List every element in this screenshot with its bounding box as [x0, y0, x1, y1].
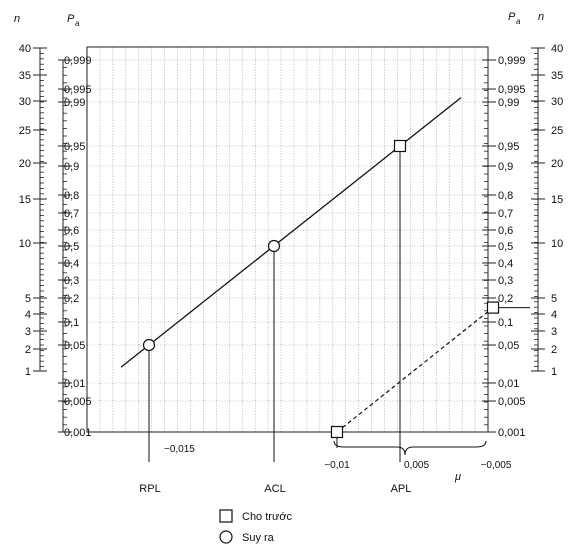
n-tick-label-left: 10	[19, 238, 31, 250]
legend-label: Cho trước	[242, 511, 293, 523]
marker-square	[393, 139, 407, 153]
limit-label-apl: APL	[391, 483, 412, 495]
n-tick-label-right: 20	[551, 158, 563, 170]
n-tick-label-right: 4	[551, 309, 557, 321]
legend-circle-icon	[219, 530, 233, 544]
marker-square	[330, 425, 344, 439]
n-tick-label-right: 3	[551, 326, 557, 338]
n-tick-label-left: 4	[25, 309, 31, 321]
pa-tick-label-right: 0,7	[498, 208, 513, 220]
n-tick-label-right: 40	[551, 43, 563, 55]
pa-tick-label-right: 0,95	[498, 141, 519, 153]
n-tick-label-left: 1	[25, 366, 31, 378]
n-tick-label-right: 25	[551, 125, 563, 137]
n-tick-label-left: 35	[19, 70, 31, 82]
pa-tick-label-right: 0,6	[498, 225, 513, 237]
axis-label-pa-right-subscript: a	[516, 17, 521, 26]
pa-tick-label-left: 0,05	[64, 340, 85, 352]
pa-tick-label-left: 0,5	[64, 241, 79, 253]
limit-label-acl: ACL	[264, 483, 285, 495]
pa-tick-label-left: 0,995	[64, 84, 92, 96]
pa-tick-label-right: 0,9	[498, 161, 513, 173]
x-tick-label: −0,005	[481, 460, 512, 471]
limit-label-rpl: RPL	[139, 483, 160, 495]
legend-label: Suy ra	[242, 532, 275, 544]
n-tick-label-left: 5	[25, 293, 31, 305]
legend-square-icon	[219, 509, 233, 523]
pa-tick-label-right: 0,005	[498, 396, 526, 408]
chart-markers	[142, 139, 500, 439]
marker-circle	[142, 338, 156, 352]
n-tick-label-left: 30	[19, 96, 31, 108]
pa-tick-label-left: 0,7	[64, 208, 79, 220]
pa-tick-label-right: 0,01	[498, 378, 519, 390]
n-tick-label-right: 5	[551, 293, 557, 305]
pa-tick-label-left: 0,6	[64, 225, 79, 237]
pa-tick-label-right: 0,3	[498, 275, 513, 287]
mu-range-brace	[333, 440, 487, 456]
n-tick-label-left: 2	[25, 344, 31, 356]
pa-tick-label-left: 0,1	[64, 317, 79, 329]
n-tick-label-right: 10	[551, 238, 563, 250]
chart-axes: 1234510152025303540n0,9990,9950,990,950,…	[14, 11, 563, 439]
pa-tick-label-left: 0,999	[64, 55, 92, 67]
pa-tick-label-right: 0,1	[498, 317, 513, 329]
axis-label-n-left: n	[14, 13, 20, 25]
pa-tick-label-right: 0,5	[498, 241, 513, 253]
n-tick-label-right: 30	[551, 96, 563, 108]
pa-tick-label-right: 0,4	[498, 258, 513, 270]
n-tick-label-left: 20	[19, 158, 31, 170]
pa-tick-label-left: 0,3	[64, 275, 79, 287]
axis-label-pa-right: P	[508, 11, 516, 23]
chart-labels: RPL ACL APL −0,015 −0,01 0,005 −0,005 μ	[139, 444, 512, 495]
axis-label-n-right: n	[538, 11, 544, 23]
pa-tick-label-left: 0,2	[64, 293, 79, 305]
pa-tick-label-left: 0,001	[64, 427, 92, 439]
x-tick-label: 0,005	[404, 460, 429, 471]
pa-tick-label-left: 0,01	[64, 378, 85, 390]
pa-tick-label-right: 0,995	[498, 84, 526, 96]
n-tick-label-right: 35	[551, 70, 563, 82]
n-tick-label-right: 15	[551, 194, 563, 206]
n-tick-label-right: 1	[551, 366, 557, 378]
pa-tick-label-left: 0,4	[64, 258, 79, 270]
pa-tick-label-right: 0,2	[498, 293, 513, 305]
marker-circle	[267, 239, 281, 253]
n-tick-label-left: 25	[19, 125, 31, 137]
plot-frame	[86, 46, 489, 433]
n-tick-label-left: 15	[19, 194, 31, 206]
pa-tick-label-left: 0,99	[64, 97, 85, 109]
pa-tick-label-right: 0,8	[498, 190, 513, 202]
pa-tick-label-left: 0,8	[64, 190, 79, 202]
n-tick-label-right: 2	[551, 344, 557, 356]
line-dashed-mu	[336, 307, 494, 433]
pa-tick-label-right: 0,999	[498, 55, 526, 67]
axis-label-pa-left: P	[67, 13, 75, 25]
axis-label-pa-left-subscript: a	[75, 19, 80, 28]
pa-tick-label-left: 0,005	[64, 396, 92, 408]
n-tick-label-left: 40	[19, 43, 31, 55]
x-tick-label: −0,015	[164, 444, 195, 455]
x-axis-label-mu: μ	[454, 471, 461, 483]
marker-square	[486, 301, 500, 314]
pa-tick-label-right: 0,99	[498, 97, 519, 109]
pa-tick-label-left: 0,9	[64, 161, 79, 173]
n-tick-label-left: 3	[25, 326, 31, 338]
line-solid-oc	[120, 97, 462, 368]
pa-tick-label-right: 0,001	[498, 427, 526, 439]
pa-tick-label-right: 0,05	[498, 340, 519, 352]
pa-tick-label-left: 0,95	[64, 141, 85, 153]
chart-legend: Cho trước Suy ra	[219, 509, 293, 544]
chart-grid	[86, 46, 489, 433]
x-tick-label: −0,01	[324, 460, 350, 471]
